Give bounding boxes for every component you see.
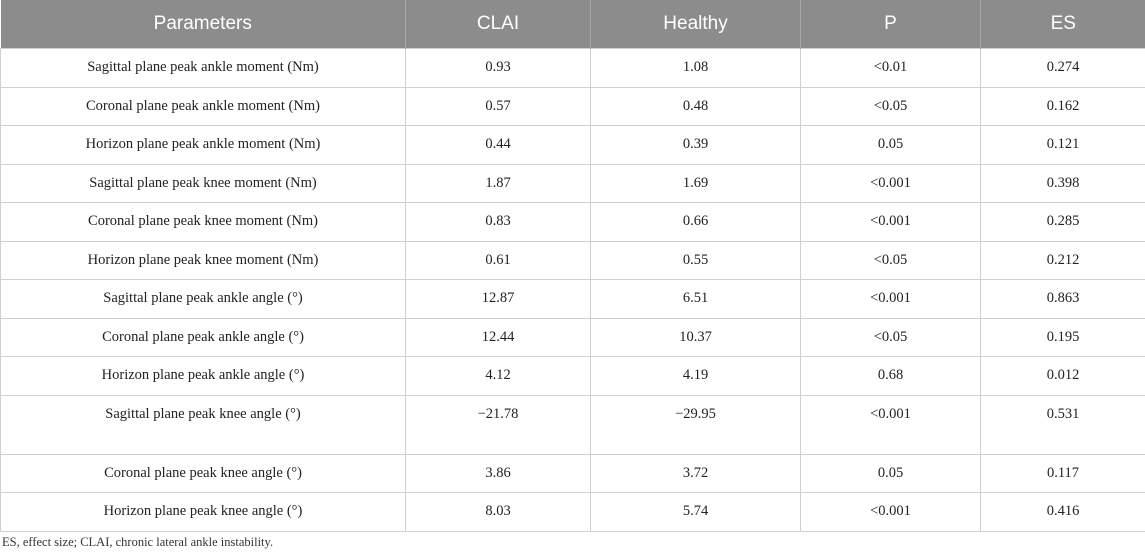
cell-p: <0.001 bbox=[800, 202, 981, 242]
cell-clai: 0.83 bbox=[405, 202, 591, 242]
header-row: Parameters CLAI Healthy P ES bbox=[0, 0, 1145, 49]
cell-clai: −21.78 bbox=[405, 394, 591, 455]
table-row: Sagittal plane peak knee angle (°) −21.7… bbox=[0, 394, 1145, 455]
cell-clai: 12.87 bbox=[405, 279, 591, 319]
cell-parameter: Sagittal plane peak knee angle (°) bbox=[0, 394, 406, 455]
cell-p: 0.68 bbox=[800, 356, 981, 396]
cell-clai: 0.44 bbox=[405, 125, 591, 165]
cell-p: 0.05 bbox=[800, 453, 981, 493]
cell-healthy: 3.72 bbox=[590, 453, 801, 493]
cell-parameter: Horizon plane peak ankle moment (Nm) bbox=[0, 125, 406, 165]
cell-healthy: 0.39 bbox=[590, 125, 801, 165]
cell-healthy: 0.66 bbox=[590, 202, 801, 242]
cell-p: <0.05 bbox=[800, 240, 981, 280]
table-row: Horizon plane peak ankle angle (°) 4.12 … bbox=[0, 356, 1145, 396]
cell-parameter: Coronal plane peak ankle angle (°) bbox=[0, 317, 406, 357]
table-row: Sagittal plane peak knee moment (Nm) 1.8… bbox=[0, 163, 1145, 203]
cell-es: 0.121 bbox=[980, 125, 1145, 165]
cell-p: <0.001 bbox=[800, 492, 981, 532]
cell-parameter: Sagittal plane peak ankle moment (Nm) bbox=[0, 48, 406, 88]
cell-healthy: 1.69 bbox=[590, 163, 801, 203]
cell-es: 0.863 bbox=[980, 279, 1145, 319]
cell-p: <0.001 bbox=[800, 394, 981, 455]
cell-clai: 8.03 bbox=[405, 492, 591, 532]
header-p: P bbox=[800, 0, 981, 49]
cell-parameter: Horizon plane peak knee moment (Nm) bbox=[0, 240, 406, 280]
cell-parameter: Coronal plane peak knee angle (°) bbox=[0, 453, 406, 493]
cell-es: 0.162 bbox=[980, 86, 1145, 126]
cell-es: 0.195 bbox=[980, 317, 1145, 357]
cell-clai: 0.57 bbox=[405, 86, 591, 126]
cell-clai: 0.93 bbox=[405, 48, 591, 88]
cell-parameter: Sagittal plane peak ankle angle (°) bbox=[0, 279, 406, 319]
header-parameters: Parameters bbox=[0, 0, 406, 49]
cell-healthy: 5.74 bbox=[590, 492, 801, 532]
cell-es: 0.398 bbox=[980, 163, 1145, 203]
cell-p: <0.05 bbox=[800, 317, 981, 357]
cell-es: 0.212 bbox=[980, 240, 1145, 280]
table-row: Coronal plane peak ankle moment (Nm) 0.5… bbox=[0, 86, 1145, 126]
cell-es: 0.531 bbox=[980, 394, 1145, 455]
cell-es: 0.416 bbox=[980, 492, 1145, 532]
cell-parameter: Coronal plane peak knee moment (Nm) bbox=[0, 202, 406, 242]
table-row: Horizon plane peak knee moment (Nm) 0.61… bbox=[0, 240, 1145, 280]
cell-p: <0.001 bbox=[800, 279, 981, 319]
cell-es: 0.117 bbox=[980, 453, 1145, 493]
table-row: Horizon plane peak ankle moment (Nm) 0.4… bbox=[0, 125, 1145, 165]
header-es: ES bbox=[980, 0, 1145, 49]
cell-p: <0.05 bbox=[800, 86, 981, 126]
table-row: Sagittal plane peak ankle angle (°) 12.8… bbox=[0, 279, 1145, 319]
cell-es: 0.274 bbox=[980, 48, 1145, 88]
cell-parameter: Horizon plane peak ankle angle (°) bbox=[0, 356, 406, 396]
cell-healthy: −29.95 bbox=[590, 394, 801, 455]
table-row: Coronal plane peak ankle angle (°) 12.44… bbox=[0, 317, 1145, 357]
cell-es: 0.012 bbox=[980, 356, 1145, 396]
header-healthy: Healthy bbox=[590, 0, 801, 49]
cell-p: <0.01 bbox=[800, 48, 981, 88]
cell-clai: 4.12 bbox=[405, 356, 591, 396]
table-row: Coronal plane peak knee angle (°) 3.86 3… bbox=[0, 453, 1145, 493]
cell-healthy: 10.37 bbox=[590, 317, 801, 357]
cell-clai: 0.61 bbox=[405, 240, 591, 280]
cell-clai: 12.44 bbox=[405, 317, 591, 357]
cell-healthy: 1.08 bbox=[590, 48, 801, 88]
table-row: Coronal plane peak knee moment (Nm) 0.83… bbox=[0, 202, 1145, 242]
cell-clai: 3.86 bbox=[405, 453, 591, 493]
cell-parameter: Coronal plane peak ankle moment (Nm) bbox=[0, 86, 406, 126]
header-clai: CLAI bbox=[405, 0, 591, 49]
cell-healthy: 4.19 bbox=[590, 356, 801, 396]
table-row: Sagittal plane peak ankle moment (Nm) 0.… bbox=[0, 48, 1145, 88]
cell-healthy: 0.55 bbox=[590, 240, 801, 280]
cell-healthy: 6.51 bbox=[590, 279, 801, 319]
table-row: Horizon plane peak knee angle (°) 8.03 5… bbox=[0, 492, 1145, 532]
cell-p: 0.05 bbox=[800, 125, 981, 165]
table-footnote: ES, effect size; CLAI, chronic lateral a… bbox=[2, 535, 274, 549]
cell-p: <0.001 bbox=[800, 163, 981, 203]
cell-es: 0.285 bbox=[980, 202, 1145, 242]
cell-parameter: Sagittal plane peak knee moment (Nm) bbox=[0, 163, 406, 203]
cell-clai: 1.87 bbox=[405, 163, 591, 203]
cell-healthy: 0.48 bbox=[590, 86, 801, 126]
results-table: Parameters CLAI Healthy P ES Sagittal pl… bbox=[0, 0, 1145, 532]
cell-parameter: Horizon plane peak knee angle (°) bbox=[0, 492, 406, 532]
